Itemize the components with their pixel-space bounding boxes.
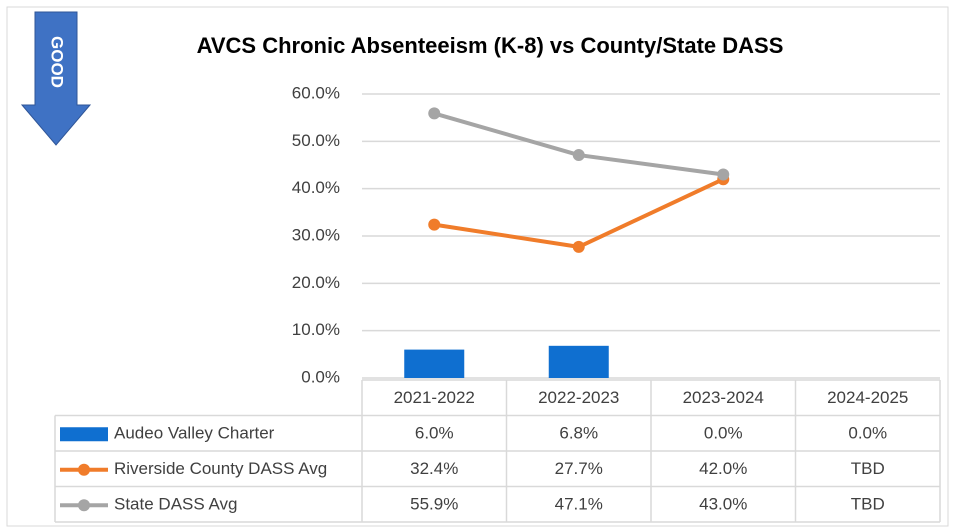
- y-tick-label: 30.0%: [292, 225, 340, 244]
- good-arrow: [20, 11, 92, 146]
- legend-label: State DASS Avg: [114, 495, 237, 514]
- y-tick-label: 50.0%: [292, 131, 340, 150]
- legend-label: Audeo Valley Charter: [114, 424, 275, 443]
- x-tick-label: 2021-2022: [394, 388, 475, 407]
- y-tick-label: 60.0%: [292, 83, 340, 102]
- table-value: 27.7%: [555, 459, 603, 478]
- x-tick-label: 2022-2023: [538, 388, 619, 407]
- chart-title: AVCS Chronic Absenteeism (K-8) vs County…: [197, 33, 784, 58]
- table-value: 6.8%: [559, 424, 598, 443]
- marker: [717, 168, 730, 181]
- y-tick-label: 10.0%: [292, 320, 340, 339]
- marker: [428, 107, 441, 120]
- y-tick-label: 40.0%: [292, 178, 340, 197]
- table-value: 0.0%: [848, 424, 887, 443]
- bar: [548, 345, 609, 378]
- legend-key: [78, 463, 90, 476]
- table-value: 55.9%: [410, 495, 458, 514]
- marker: [572, 240, 585, 253]
- y-tick-label: 20.0%: [292, 273, 340, 292]
- legend-key: [78, 499, 90, 512]
- marker: [572, 149, 585, 162]
- table-value: 6.0%: [415, 424, 454, 443]
- y-tick-label: 0.0%: [301, 367, 340, 386]
- x-tick-label: 2023-2024: [683, 388, 764, 407]
- table-value: 0.0%: [704, 424, 743, 443]
- x-tick-label: 2024-2025: [827, 388, 908, 407]
- table-value: TBD: [851, 459, 885, 478]
- table-value: 47.1%: [555, 495, 603, 514]
- table-value: 32.4%: [410, 459, 458, 478]
- table-value: 42.0%: [699, 459, 747, 478]
- table-value: 43.0%: [699, 495, 747, 514]
- legend-label: Riverside County DASS Avg: [114, 459, 327, 478]
- table-value: TBD: [851, 495, 885, 514]
- legend-key: [60, 427, 108, 442]
- annotation: GOOD: [48, 36, 67, 88]
- chart-border: [6, 6, 949, 527]
- bar: [404, 349, 465, 378]
- marker: [428, 218, 441, 231]
